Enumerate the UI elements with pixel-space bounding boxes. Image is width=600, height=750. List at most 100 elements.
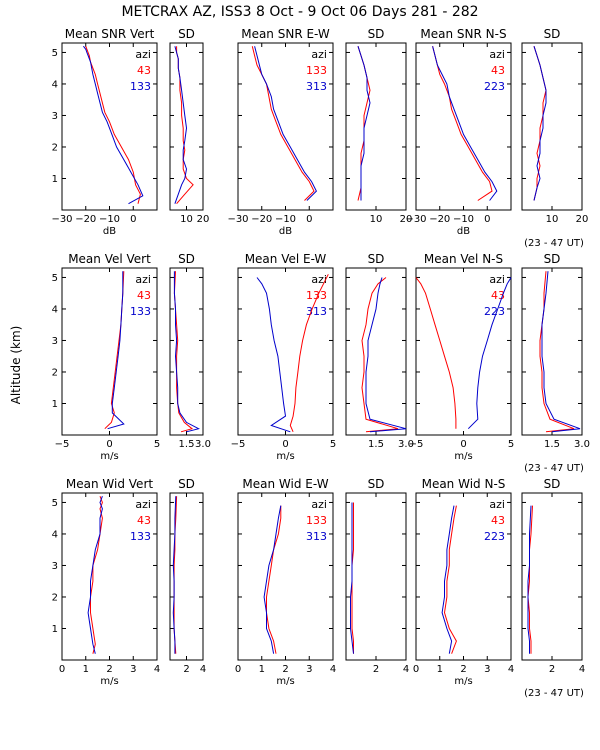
legend-header: azi (135, 498, 151, 511)
x-axis-unit: m/s (100, 676, 118, 687)
y-tick-label: 5 (52, 273, 58, 284)
x-tick-label: 2 (549, 664, 555, 675)
x-tick-label: 2 (460, 664, 466, 675)
x-tick-label: 0 (460, 439, 466, 450)
x-tick-label: −5 (231, 439, 246, 450)
series-line-133 (351, 502, 354, 654)
x-tick-label: 4 (579, 664, 585, 675)
panel-vel-ns-sd: SD 1.5 3.0 (23 - 47 UT) (521, 252, 590, 474)
x-tick-label: 0 (413, 664, 419, 675)
plot-frame (521, 267, 583, 436)
series-line-133 (83, 45, 144, 205)
series-line-313 (365, 277, 407, 433)
y-tick-label: 4 (52, 304, 58, 315)
legend-header: azi (311, 498, 327, 511)
series-line-43 (415, 277, 457, 429)
x-tick-label: 10 (370, 214, 383, 225)
plot-frame (521, 492, 583, 661)
legend-entry: 133 (306, 289, 327, 302)
x-tick-label: 3.0 (398, 439, 414, 450)
y-tick-label: 3 (52, 561, 58, 572)
series-line-133 (289, 274, 329, 433)
x-tick-label: 10 (180, 214, 193, 225)
x-tick-label: 4 (200, 664, 206, 675)
panel-title: SD (544, 27, 561, 41)
panel-title: Mean Vel E-W (245, 252, 327, 266)
legend-entry: 43 (137, 64, 151, 77)
x-axis-unit: m/s (454, 676, 472, 687)
x-tick-label: 1 (437, 664, 443, 675)
panel-title: SD (368, 27, 385, 41)
series-line-313 (357, 46, 371, 201)
x-tick-label: 2 (106, 664, 112, 675)
x-axis-unit: dB (457, 226, 470, 237)
y-tick-label: 1 (52, 399, 58, 410)
x-tick-label: 0 (484, 214, 490, 225)
x-axis-unit: m/s (100, 451, 118, 462)
legend-entry: 43 (491, 514, 505, 527)
x-tick-label: 5 (330, 439, 336, 450)
series-line-133 (174, 46, 188, 204)
series-line-43 (432, 46, 493, 201)
legend-entry: 133 (130, 305, 151, 318)
x-tick-label: 20 (576, 214, 589, 225)
series-line-43 (85, 46, 141, 204)
x-tick-label: 3 (484, 664, 490, 675)
time-range-note: (23 - 47 UT) (524, 238, 584, 249)
y-tick-label: 3 (52, 336, 58, 347)
series-line-133 (357, 46, 371, 201)
x-tick-label: 3.0 (574, 439, 590, 450)
page-title: METCRAX AZ, ISS3 8 Oct - 9 Oct 06 Days 2… (121, 4, 478, 20)
series-line-133 (172, 496, 177, 654)
series-line-223 (432, 46, 498, 201)
x-tick-label: −10 (275, 214, 296, 225)
x-tick-label: 0 (306, 214, 312, 225)
series-line-43 (539, 271, 575, 433)
series-line-133 (87, 496, 103, 654)
panel-title: Mean Vel Vert (68, 252, 151, 266)
panel-title: SD (544, 477, 561, 491)
x-tick-label: 1 (259, 664, 265, 675)
x-tick-label: −20 (251, 214, 272, 225)
panel-wid-ew-sd: SD 2 4 (345, 477, 409, 675)
y-tick-label: 4 (52, 529, 58, 540)
x-axis-unit: m/s (454, 451, 472, 462)
series-line-313 (256, 277, 291, 433)
x-tick-label: 20 (197, 214, 210, 225)
x-tick-label: 20 (400, 214, 413, 225)
legend-entry: 223 (484, 305, 505, 318)
y-tick-label: 3 (52, 111, 58, 122)
series-line-43 (527, 505, 533, 654)
x-tick-label: −10 (99, 214, 120, 225)
panel-title: SD (178, 27, 195, 41)
series-line-313 (350, 502, 354, 654)
panel-title: Mean Vel N-S (424, 252, 503, 266)
y-tick-label: 1 (52, 624, 58, 635)
plot-frame (345, 42, 407, 211)
legend-entry: 223 (484, 530, 505, 543)
x-tick-label: 0 (106, 439, 112, 450)
panel-wid-vert-sd: SD 2 4 (169, 477, 206, 675)
panel-wid-ns: Mean Wid N-S 0 1 2 3 4 m/s azi 43 223 (413, 477, 514, 687)
series-line-223 (441, 505, 455, 654)
legend-entry: 43 (137, 514, 151, 527)
panel-title: Mean Wid Vert (66, 477, 153, 491)
legend-header: azi (489, 498, 505, 511)
y-tick-label: 2 (52, 367, 58, 378)
legend-header: azi (489, 48, 505, 61)
panel-title: SD (368, 477, 385, 491)
x-tick-label: −10 (453, 214, 474, 225)
x-tick-label: 0 (59, 664, 65, 675)
panel-title: Mean Wid N-S (422, 477, 506, 491)
series-line-313 (254, 46, 318, 201)
series-line-133 (266, 505, 282, 654)
panel-wid-ns-sd: SD 2 4 (23 - 47 UT) (521, 477, 585, 699)
x-tick-label: 1 (83, 664, 89, 675)
altitude-axis-label: Altitude (km) (9, 326, 23, 405)
y-tick-label: 2 (52, 142, 58, 153)
x-tick-label: −20 (75, 214, 96, 225)
y-tick-label: 1 (52, 174, 58, 185)
plot-frame (345, 492, 407, 661)
